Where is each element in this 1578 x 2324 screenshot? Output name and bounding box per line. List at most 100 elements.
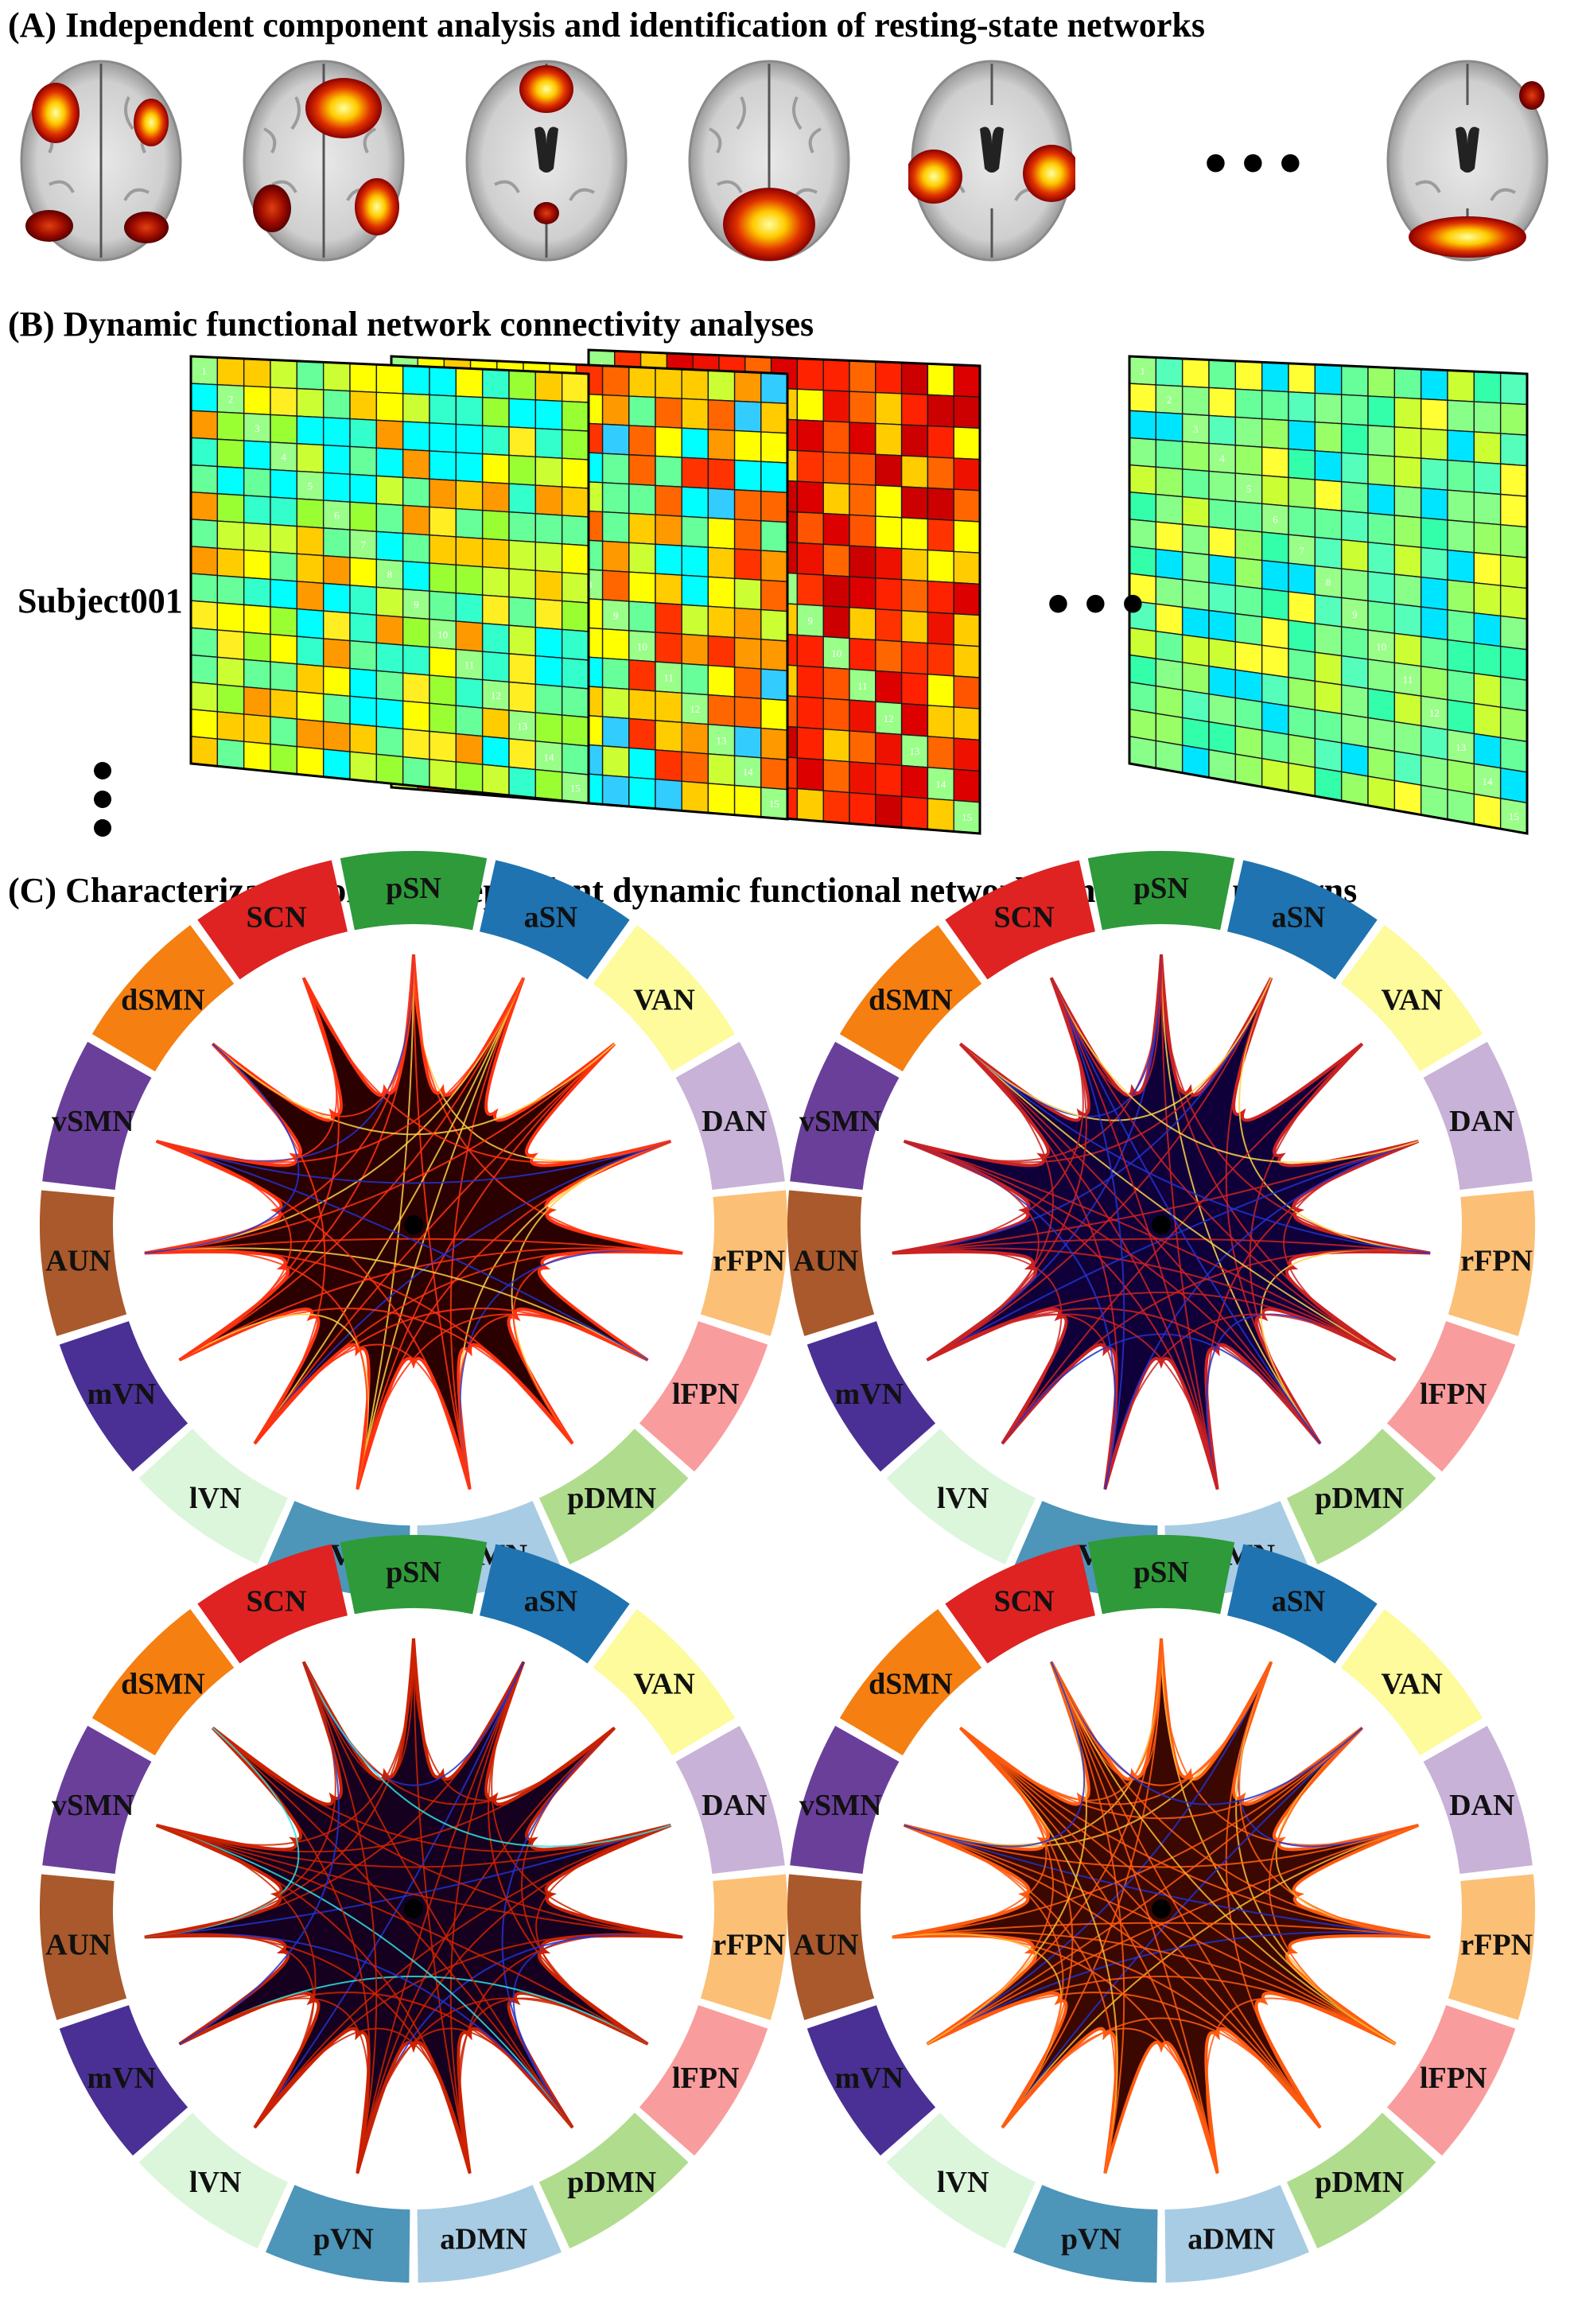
network-label: lFPN <box>672 1378 739 1411</box>
network-segment-pSN <box>340 1534 488 1615</box>
matrix-index: 5 <box>308 480 313 492</box>
network-label: aSN <box>1272 1585 1326 1619</box>
network-segment-lVN <box>138 2112 289 2249</box>
matrix-index: 7 <box>360 539 366 551</box>
network-label: aSN <box>1272 901 1326 935</box>
network-label: vSMN <box>52 1789 134 1822</box>
network-segment-VAN <box>1340 925 1483 1072</box>
network-label: pDMN <box>567 2166 656 2199</box>
matrix-index: 10 <box>437 628 448 640</box>
network-label: dSMN <box>121 983 205 1016</box>
matrix-index: 13 <box>717 735 727 747</box>
brain-slice-3 <box>465 60 628 262</box>
network-label: DAN <box>1449 1105 1514 1138</box>
network-label: lVN <box>189 2166 241 2199</box>
network-segment-SCN <box>197 860 348 980</box>
network-label: vSMN <box>52 1105 134 1138</box>
network-label: pSN <box>1133 1556 1189 1589</box>
network-label: vSMN <box>799 1789 881 1822</box>
network-segment-vSMN <box>790 1725 900 1874</box>
network-label: lFPN <box>672 2062 739 2095</box>
matrix-index: 10 <box>1376 641 1386 653</box>
network-segment-AUN <box>787 1874 875 2020</box>
network-segment-lFPN <box>639 1321 768 1472</box>
network-label: pSN <box>386 872 441 905</box>
network-segment-AUN <box>787 1190 875 1336</box>
matrix-index: 7 <box>1299 545 1304 557</box>
network-label: mVN <box>87 2062 157 2095</box>
network-segment-lVN <box>886 2112 1036 2249</box>
matrix-index: 9 <box>613 609 619 621</box>
network-label: AUN <box>793 1244 858 1277</box>
network-segment-SCN <box>945 860 1095 980</box>
network-segment-aSN <box>480 860 630 980</box>
network-segment-aDMN <box>417 2185 562 2283</box>
matrix-index: 12 <box>491 690 501 701</box>
matrix-index: 11 <box>464 659 475 671</box>
matrix-index: 2 <box>228 394 234 406</box>
connectivity-edges <box>144 1638 683 2174</box>
network-segment-pDMN <box>1286 1428 1436 1565</box>
network-segment-vSMN <box>42 1725 152 1874</box>
network-label: DAN <box>1449 1789 1514 1822</box>
network-segment-VAN <box>593 925 736 1072</box>
network-segment-lFPN <box>639 2005 768 2156</box>
matrix-index: 15 <box>962 811 972 823</box>
network-segment-mVN <box>59 1321 189 1472</box>
network-segment-pVN <box>1012 2185 1158 2283</box>
network-segment-DAN <box>675 1725 785 1874</box>
network-segment-mVN <box>59 2005 189 2156</box>
network-label: SCN <box>994 1585 1055 1619</box>
matrix-index: 12 <box>884 713 894 725</box>
network-segment-rFPN <box>700 1190 787 1336</box>
network-segment-rFPN <box>1448 1874 1535 2020</box>
matrix-index: 9 <box>808 615 814 627</box>
connectivity-edges <box>892 954 1431 1490</box>
network-label: pVN <box>1061 2223 1121 2256</box>
network-label: VAN <box>633 983 694 1016</box>
network-segment-dSMN <box>91 925 235 1072</box>
matrix-index: 15 <box>1509 810 1519 822</box>
matrix-index: 4 <box>281 451 286 463</box>
network-segment-lFPN <box>1386 2005 1516 2156</box>
network-segment-DAN <box>1423 1041 1533 1190</box>
network-segment-dSMN <box>839 1609 982 1756</box>
dfnc-matrices: 1234567891011121314151234567891011121314… <box>189 348 1529 835</box>
network-segment-lFPN <box>1386 1321 1516 1472</box>
matrix-index: 2 <box>1167 394 1172 406</box>
matrix-index: 6 <box>334 510 340 522</box>
matrix-index: 6 <box>1273 514 1278 526</box>
brain-slice-1 <box>20 60 182 262</box>
network-label: rFPN <box>713 1928 785 1961</box>
network-segment-aSN <box>1227 1544 1378 1664</box>
network-label: VAN <box>633 1667 694 1700</box>
network-segment-vSMN <box>790 1041 900 1190</box>
network-label: lVN <box>937 1482 989 1515</box>
subject-label: Subject001 <box>17 581 183 620</box>
network-label: lVN <box>189 1482 241 1515</box>
network-label: lFPN <box>1420 1378 1487 1411</box>
connectogram-1: pSNaSNVANDANrFPNlFPNpDMNaDMNpVNlVNmVNAUN… <box>40 850 787 1599</box>
network-segment-pSN <box>340 850 488 931</box>
matrix-index: 14 <box>544 751 555 763</box>
ellipsis-b: ••• <box>1042 577 1154 635</box>
network-label: DAN <box>702 1789 767 1822</box>
matrix-index: 3 <box>255 422 260 434</box>
network-label: rFPN <box>1460 1928 1533 1961</box>
network-segment-AUN <box>40 1190 127 1336</box>
network-segment-VAN <box>1340 1609 1483 1756</box>
brain-slice-5 <box>908 60 1075 262</box>
connectogram-2: pSNaSNVANDANrFPNlFPNpDMNaDMNpVNlVNmVNAUN… <box>787 850 1535 1599</box>
network-label: pDMN <box>567 1482 656 1515</box>
matrix-index: 14 <box>1483 775 1494 787</box>
network-label: AUN <box>45 1928 111 1961</box>
network-segment-pDMN <box>1286 2112 1436 2249</box>
network-segment-SCN <box>197 1544 348 1664</box>
connectivity-edges <box>892 1638 1431 2174</box>
ellipsis-a: ••• <box>1199 136 1312 195</box>
brain-slice-2 <box>243 60 405 262</box>
matrix-index: 10 <box>831 647 841 659</box>
section-b-title: (B) Dynamic functional network connectiv… <box>8 305 814 344</box>
